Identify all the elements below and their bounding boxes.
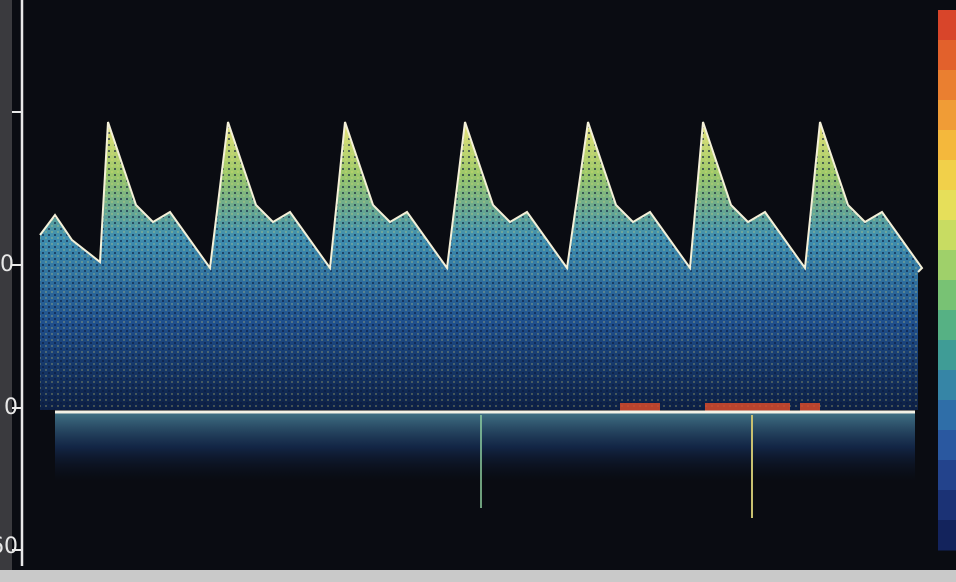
envelope [39,121,924,273]
color-scale [938,10,956,551]
color-step [938,520,956,551]
color-step [938,340,956,371]
axis-label: -60 [0,534,18,559]
flow-highlight [705,403,790,413]
color-step [938,10,956,41]
color-step [938,430,956,461]
color-step [938,490,956,521]
color-step [938,280,956,311]
spectrum-texture [40,122,922,410]
axis-label: 0 [4,395,18,420]
color-step [938,460,956,491]
flow-highlight [620,403,660,413]
color-step [938,160,956,191]
color-step [938,310,956,341]
below-baseline [55,412,915,482]
color-step [938,40,956,71]
color-step [938,220,956,251]
color-step [938,190,956,221]
color-step [938,70,956,101]
bezel [0,0,12,582]
bezel-bottom [0,570,956,582]
color-step [938,400,956,431]
color-step [938,130,956,161]
color-step [938,100,956,131]
axis-label: 0 [0,252,14,277]
flow-highlight [800,403,820,413]
color-step [938,250,956,281]
spectrum [39,121,924,518]
color-step [938,370,956,401]
